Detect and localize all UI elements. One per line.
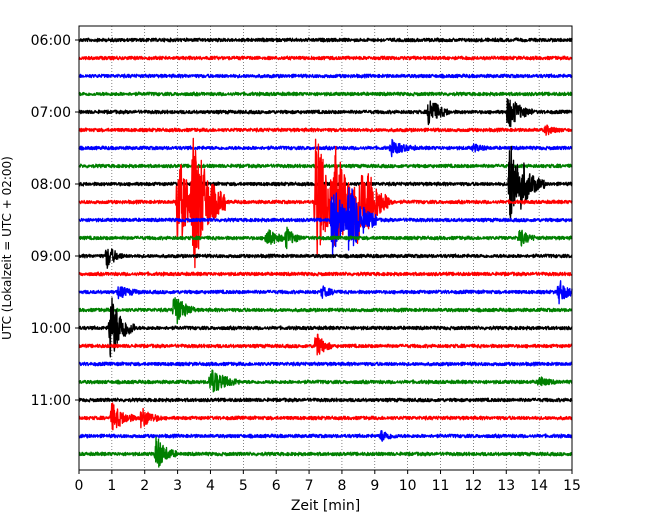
trace-1115 bbox=[78, 402, 573, 431]
x-tick-label: 8 bbox=[337, 478, 346, 494]
y-tick-label: 09:00 bbox=[31, 249, 71, 265]
trace-1130 bbox=[78, 430, 573, 442]
x-tick-label: 11 bbox=[432, 478, 450, 494]
x-axis-label: Zeit [min] bbox=[291, 498, 360, 514]
x-tick-label: 4 bbox=[206, 478, 215, 494]
trace-0600 bbox=[78, 37, 573, 43]
y-tick-label: 07:00 bbox=[31, 105, 71, 121]
trace-0815 bbox=[78, 137, 573, 269]
y-tick-label: 11:00 bbox=[31, 393, 71, 409]
trace-lines bbox=[78, 37, 573, 468]
trace-0715 bbox=[78, 124, 573, 136]
trace-0615 bbox=[78, 55, 573, 61]
trace-0900 bbox=[78, 248, 573, 269]
trace-0830 bbox=[78, 187, 573, 257]
y-tick-label: 06:00 bbox=[31, 33, 71, 49]
trace-0630 bbox=[78, 73, 573, 79]
x-tick-label: 6 bbox=[272, 478, 281, 494]
trace-0945 bbox=[78, 297, 573, 325]
trace-1030 bbox=[78, 361, 573, 367]
grid-lines bbox=[111, 26, 540, 470]
x-tick-label: 10 bbox=[399, 478, 417, 494]
x-tick-label: 12 bbox=[464, 478, 482, 494]
x-tick-label: 15 bbox=[563, 478, 581, 494]
trace-0915 bbox=[78, 271, 573, 277]
trace-0930 bbox=[78, 280, 573, 305]
trace-0730 bbox=[78, 138, 573, 158]
trace-1145 bbox=[78, 436, 573, 468]
x-tick-label: 0 bbox=[75, 478, 84, 494]
trace-0745 bbox=[78, 163, 573, 169]
x-tick-label: 1 bbox=[107, 478, 116, 494]
x-tick-label: 5 bbox=[239, 478, 248, 494]
x-tick-label: 2 bbox=[140, 478, 149, 494]
trace-0645 bbox=[78, 91, 573, 97]
x-tick-label: 14 bbox=[530, 478, 548, 494]
x-tick-label: 7 bbox=[305, 478, 314, 494]
y-axis-label: UTC (Lokalzeit = UTC + 02:00) bbox=[0, 156, 14, 340]
trace-0845 bbox=[78, 226, 573, 250]
trace-1015 bbox=[78, 333, 573, 356]
y-tick-label: 10:00 bbox=[31, 321, 71, 337]
x-tick-label: 3 bbox=[173, 478, 182, 494]
x-axis-ticks: 0 1 2 3 4 5 6 7 8 9 10 11 12 13 14 15 bbox=[75, 470, 581, 494]
y-axis-ticks: 06:00 07:00 08:00 09:00 10:00 11:00 bbox=[31, 33, 79, 409]
x-tick-label: 13 bbox=[497, 478, 515, 494]
trace-1045 bbox=[78, 369, 573, 393]
x-tick-label: 9 bbox=[370, 478, 379, 494]
trace-0700 bbox=[78, 98, 573, 128]
plot-frame bbox=[78, 25, 573, 471]
trace-1000 bbox=[78, 297, 573, 358]
y-tick-label: 08:00 bbox=[31, 177, 71, 193]
trace-1100 bbox=[78, 397, 573, 403]
